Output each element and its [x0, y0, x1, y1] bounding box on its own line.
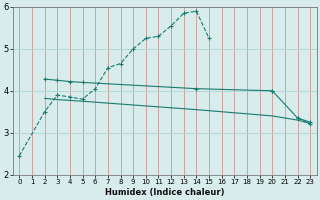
X-axis label: Humidex (Indice chaleur): Humidex (Indice chaleur): [105, 188, 225, 197]
